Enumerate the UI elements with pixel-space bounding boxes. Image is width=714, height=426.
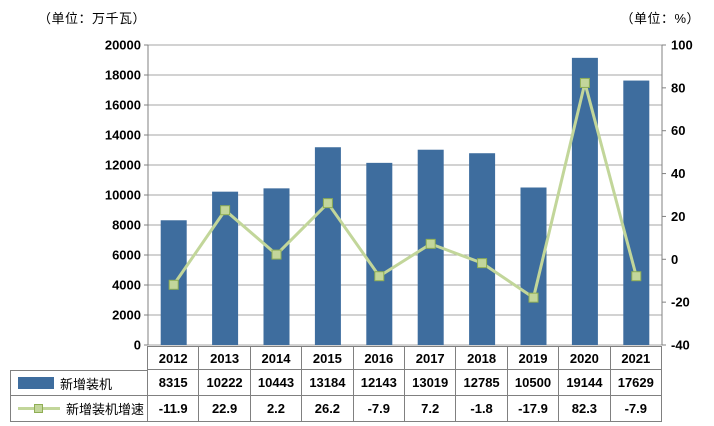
table-row-line-series: 新增装机增速 -11.9 22.9 2.2 26.2 -7.9 7.2 -1.8 -17.9 8… — [10, 396, 662, 422]
legend-item-line-series: 新增装机增速 — [10, 396, 148, 422]
year-cell: 2019 — [507, 346, 560, 370]
growth-value-cell: 82.3 — [559, 396, 611, 422]
year-cell: 2017 — [405, 346, 457, 370]
left-axis-unit-label: （单位：万千瓦） — [38, 11, 147, 26]
line-marker-2019 — [528, 292, 539, 303]
bar-value-cell: 12785 — [456, 370, 508, 396]
growth-value-cell: 26.2 — [302, 396, 354, 422]
growth-value-cell: 22.9 — [199, 396, 251, 422]
bar-2016 — [366, 162, 393, 345]
left-axis-tick-label: 0 — [134, 338, 141, 353]
bar-2015 — [314, 147, 341, 345]
line-series-swatch-icon — [18, 403, 60, 414]
right-axis-tick-label: -20 — [671, 295, 690, 310]
growth-value-cell: 2.2 — [250, 396, 303, 422]
right-axis-tick-label: 0 — [671, 252, 678, 267]
line-marker-2013 — [220, 205, 231, 216]
year-cell: 2015 — [302, 346, 354, 370]
line-marker-2021 — [631, 271, 642, 282]
left-axis-tick-label: 4000 — [112, 278, 141, 293]
year-cell: 2018 — [456, 346, 508, 370]
year-cell: 2012 — [148, 346, 200, 370]
line-series-label: 新增装机增速 — [66, 402, 145, 417]
table-row-bar-series: 新增装机 8315 10222 10443 13184 12143 13019 12785 1… — [10, 370, 662, 396]
legend-item-bar-series: 新增装机 — [10, 370, 148, 396]
right-axis-tick-label: 100 — [671, 38, 693, 53]
left-axis-tick-label: 6000 — [112, 248, 141, 263]
bar-series-label: 新增装机 — [60, 376, 113, 392]
table-row-years: 2012 2013 2014 2015 2016 2017 2018 2019 2020 2021 — [10, 346, 662, 370]
line-marker-2017 — [425, 238, 436, 249]
growth-value-cell: -7.9 — [610, 396, 662, 422]
line-swatch-marker — [34, 404, 43, 413]
line-marker-2014 — [271, 249, 282, 260]
line-marker-2012 — [168, 279, 179, 290]
bar-value-cell: 10222 — [199, 370, 251, 396]
bar-value-cell: 13019 — [405, 370, 457, 396]
bar-value-cell: 12143 — [353, 370, 405, 396]
bar-2019 — [520, 187, 547, 345]
year-cell: 2014 — [250, 346, 303, 370]
bar-value-cell: 19144 — [559, 370, 611, 396]
left-axis-tick-label: 18000 — [105, 68, 141, 83]
line-marker-2016 — [374, 271, 385, 282]
bar-series-swatch-icon — [18, 377, 54, 389]
left-axis-tick-label: 20000 — [105, 38, 141, 53]
left-axis-tick-label: 10000 — [105, 188, 141, 203]
line-marker-2018 — [477, 258, 488, 269]
year-cell: 2013 — [199, 346, 251, 370]
left-axis-tick-label: 16000 — [105, 98, 141, 113]
right-axis-tick-label: 40 — [671, 166, 685, 181]
growth-line — [172, 82, 638, 301]
table-corner-cell — [10, 346, 148, 370]
right-axis-tick-label: -40 — [671, 338, 690, 353]
bar-value-cell: 13184 — [302, 370, 354, 396]
line-marker-2015 — [322, 198, 333, 209]
bar-value-cell: 8315 — [148, 370, 200, 396]
right-axis-unit-label: （单位：%） — [620, 11, 700, 26]
growth-value-cell: -7.9 — [353, 396, 405, 422]
left-axis-tick-label: 2000 — [112, 308, 141, 323]
growth-value-cell: -11.9 — [148, 396, 200, 422]
bar-2014 — [263, 188, 290, 345]
growth-value-cell: -1.8 — [456, 396, 508, 422]
left-axis-tick-label: 12000 — [105, 158, 141, 173]
right-axis-tick-label: 80 — [671, 80, 685, 95]
right-axis-tick-label: 20 — [671, 209, 685, 224]
bar-value-cell: 10500 — [507, 370, 560, 396]
bar-2018 — [469, 153, 496, 345]
year-cell: 2021 — [610, 346, 662, 370]
bar-value-cell: 10443 — [250, 370, 303, 396]
growth-value-cell: -17.9 — [507, 396, 560, 422]
left-axis-tick-label: 8000 — [112, 218, 141, 233]
right-axis-tick-label: 60 — [671, 123, 685, 138]
growth-value-cell: 7.2 — [405, 396, 457, 422]
year-cell: 2016 — [353, 346, 405, 370]
bar-2020 — [571, 57, 598, 346]
year-cell: 2020 — [559, 346, 611, 370]
data-table: 2012 2013 2014 2015 2016 2017 2018 2019 2020 2021… — [10, 346, 662, 422]
bar-value-cell: 17629 — [610, 370, 662, 396]
left-axis-tick-label: 14000 — [105, 128, 141, 143]
line-marker-2020 — [579, 77, 590, 88]
bar-2021 — [623, 80, 650, 345]
